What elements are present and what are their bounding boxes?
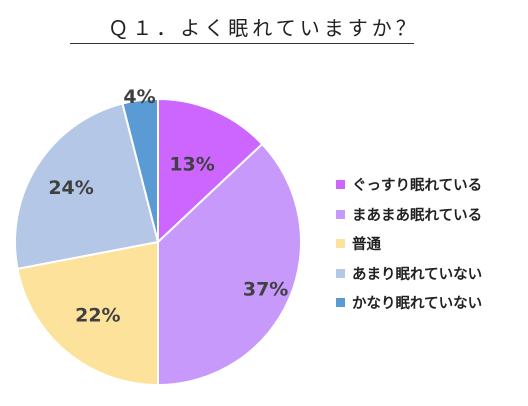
legend-item: 普通 — [336, 229, 482, 259]
slice-value-label: 13% — [169, 153, 214, 175]
pie-slices — [14, 97, 302, 387]
legend-item: ぐっすり眠れている — [336, 170, 482, 200]
title-underline — [70, 43, 414, 44]
legend-item: かなり眠れていない — [336, 288, 482, 318]
legend-item: まあまあ眠れている — [336, 200, 482, 230]
pie-slice — [121, 97, 159, 243]
slice-value-label: 22% — [75, 305, 120, 327]
legend-swatch — [336, 298, 345, 308]
legend-label: あまり眠れていない — [352, 266, 483, 283]
legend-swatch — [336, 180, 345, 190]
legend: ぐっすり眠れている まあまあ眠れている 普通あまり眠れていない かなり眠れていない — [336, 170, 482, 318]
legend-swatch — [336, 239, 345, 249]
legend-item: あまり眠れていない — [336, 259, 482, 289]
legend-label: ぐっすり眠れている — [352, 178, 483, 195]
legend-swatch — [336, 209, 345, 219]
legend-label: 普通 — [352, 237, 381, 254]
legend-label: かなり眠れていない — [352, 296, 483, 313]
pie-labels: 13% 37% 22% 24% 4% — [48, 86, 288, 327]
slice-value-label: 37% — [243, 279, 288, 301]
legend-swatch — [336, 268, 345, 278]
pie-slice — [157, 142, 302, 387]
slice-value-label: 4% — [123, 86, 155, 108]
legend-label: まあまあ眠れている — [352, 207, 483, 224]
chart-title: Ｑ１．よく眠れていますか？ — [108, 16, 420, 40]
slice-value-label: 24% — [48, 177, 93, 199]
pie-slice — [16, 240, 159, 387]
pie-slice — [14, 102, 160, 270]
pie-slice — [157, 97, 264, 245]
